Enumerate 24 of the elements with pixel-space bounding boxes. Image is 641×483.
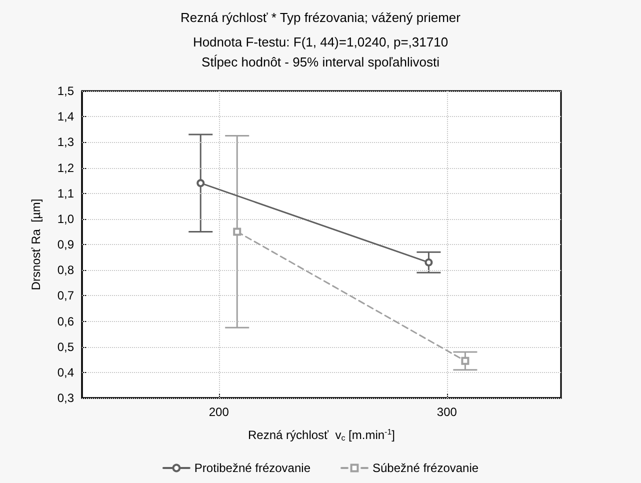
point: [461, 356, 470, 365]
y-tick-label: 1,4: [57, 110, 74, 124]
y-tick-label: 1,5: [57, 84, 74, 98]
point: [424, 258, 433, 266]
y-axis-title: Drsnosť Ra [µm]: [29, 198, 43, 290]
y-tick-label: 1,2: [57, 160, 74, 175]
legend-label: Súbežné frézovanie: [372, 461, 479, 475]
x-tick-label: 300: [436, 405, 458, 419]
point: [196, 179, 205, 188]
y-tick-label: 1,1: [57, 186, 74, 200]
y-tick-label: 0,3: [57, 391, 74, 405]
y-tick-label: 1,0: [57, 212, 74, 226]
y-tick-label: 1,3: [57, 135, 74, 150]
y-tick-label: 0,7: [57, 288, 74, 303]
y-tick-label: 0,9: [57, 238, 74, 252]
y-tick-label: 0,6: [57, 314, 74, 328]
legend-label: Protibežné frézovanie: [194, 461, 311, 475]
chart-title: Rezná rýchlosť * Typ frézovania; vážený priemer: [180, 10, 462, 25]
x-tick-label: 200: [208, 405, 230, 419]
y-tick-label: 0,5: [57, 340, 74, 354]
chart-subtitle: Hodnota F-testu: F(1, 44)=1,0240, p=,31710 Stĺpec hodnôt - 95% interval spoľahlivosti: [192, 34, 448, 70]
y-tick-label: 0,4: [57, 365, 74, 380]
point: [233, 228, 242, 236]
y-tick-label: 0,8: [57, 263, 74, 278]
